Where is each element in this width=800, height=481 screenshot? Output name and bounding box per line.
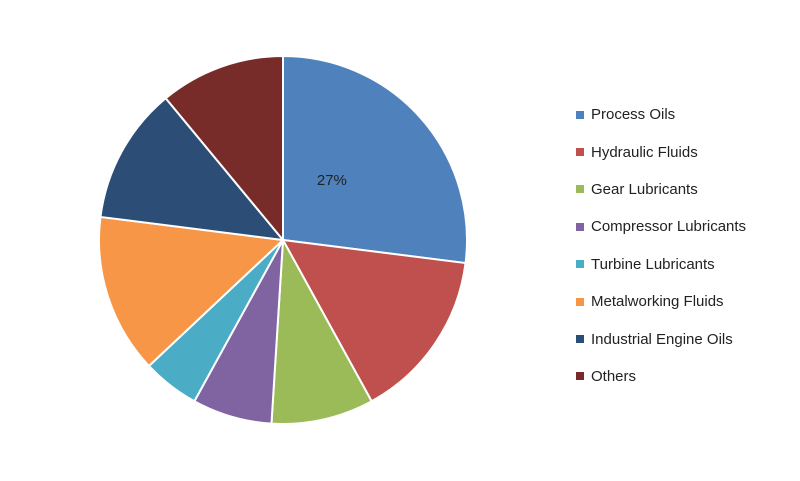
legend-label: Gear Lubricants — [591, 180, 698, 198]
legend-item: Others — [576, 358, 746, 395]
legend-item: Compressor Lubricants — [576, 208, 746, 245]
legend-swatch — [576, 222, 584, 231]
legend-item: Process Oils — [576, 96, 746, 133]
legend-label: Others — [591, 367, 637, 385]
pie-slice-others — [164, 55, 284, 241]
legend-item: Hydraulic Fluids — [576, 133, 746, 170]
legend-swatch — [576, 260, 584, 269]
legend-label: Process Oils — [591, 106, 676, 124]
pie-slice-process-oils — [282, 55, 468, 265]
legend-label: Metalworking Fluids — [591, 293, 724, 311]
legend-item: Gear Lubricants — [576, 171, 746, 208]
pie-slice-metalworking-fluids — [98, 215, 284, 367]
legend-swatch — [576, 148, 584, 157]
legend-label: Compressor Lubricants — [591, 218, 747, 236]
pie-slice-industrial-engine-oils — [99, 97, 284, 241]
legend-swatch — [576, 185, 584, 194]
data-label-process-oils: 27% — [317, 172, 347, 189]
legend-item: Industrial Engine Oils — [576, 320, 746, 357]
pie-slice-hydraulic-fluids — [282, 239, 467, 403]
legend-item: Metalworking Fluids — [576, 283, 746, 320]
legend-swatch — [576, 372, 584, 381]
legend-swatch — [576, 335, 584, 344]
legend-label: Industrial Engine Oils — [591, 330, 733, 348]
legend-label: Turbine Lubricants — [591, 255, 715, 273]
legend-item: Turbine Lubricants — [576, 246, 746, 283]
legend-swatch — [576, 110, 584, 119]
pie-slice-gear-lubricants — [270, 239, 373, 425]
legend: Process Oils Hydraulic Fluids Gear Lubri… — [576, 96, 746, 395]
legend-swatch — [576, 297, 584, 306]
legend-label: Hydraulic Fluids — [591, 143, 698, 161]
